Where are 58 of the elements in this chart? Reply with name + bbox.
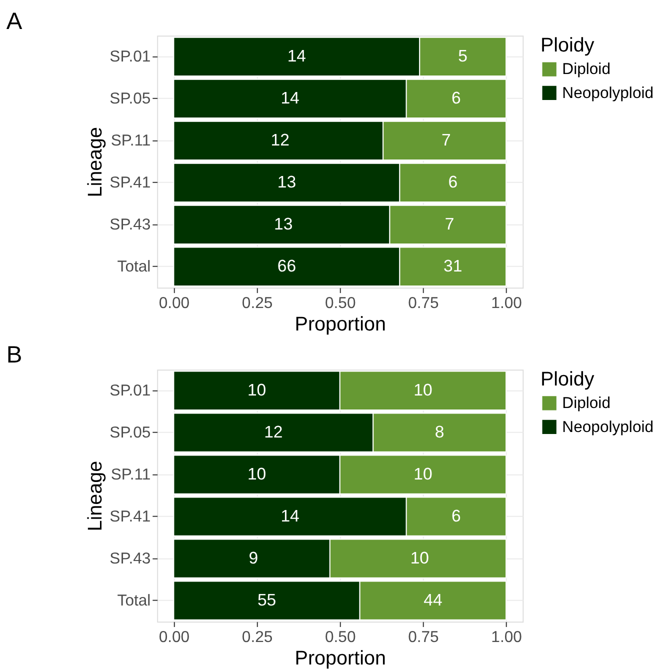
y-tick-label: Total [117,592,151,610]
annotation: 44 [424,590,442,610]
annotation: 14 [280,506,300,526]
annotation: 5 [458,46,468,66]
annotation: 66 [277,256,296,276]
x-axis-title: Proportion [294,314,386,336]
x-tick-label: 1.00 [491,628,522,646]
x-tick-label: 1.00 [491,294,522,312]
y-axis-title: Lineage [84,460,107,532]
legend-label: Diploid [562,395,610,412]
annotation: 7 [442,130,451,150]
y-tick-label: SP.05 [110,90,151,108]
y-tick-label: SP.01 [110,382,151,400]
annotation: 55 [257,590,276,610]
annotation: 12 [264,422,283,442]
legend-label: Neopolyploid [562,418,654,436]
x-axis-title: Proportion [294,648,386,670]
y-tick-label: Total [117,258,151,276]
legend-title: Ploidy [540,34,594,56]
y-tick-label: SP.11 [110,466,151,484]
y-tick-label: SP.41 [110,508,151,526]
annotation: 10 [247,380,266,400]
annotation: 14 [280,88,300,108]
annotation: 31 [444,256,462,276]
annotation: 9 [248,548,258,568]
legend-label: Neopolyploid [562,84,654,102]
y-tick-label: SP.11 [110,132,151,150]
y-tick-label: SP.05 [110,424,151,442]
y-axis-title: Lineage [84,126,107,198]
annotation: 14 [287,46,306,66]
annotation: 10 [414,380,432,400]
annotation: 13 [274,214,293,234]
x-tick-label: 0.50 [325,294,356,312]
annotation: 8 [434,422,444,442]
y-tick-label: SP.01 [110,48,151,66]
annotation: 12 [270,130,290,150]
annotation: 10 [247,464,266,484]
annotation: 6 [448,172,458,192]
legend-title: Ploidy [540,368,594,390]
legend-label: Diploid [562,61,610,78]
y-tick-label: SP.41 [110,174,151,192]
x-tick-label: 0.75 [408,294,440,312]
x-tick-label: 0.25 [242,294,273,312]
x-tick-label: 0.00 [158,628,190,646]
annotation: 6 [452,506,461,526]
chart-title: A [6,8,22,35]
annotation: 7 [444,214,454,234]
annotation: 6 [452,88,461,108]
y-tick-label: SP.43 [110,550,151,568]
x-tick-label: 0.25 [242,628,273,646]
annotation: 10 [410,548,429,568]
x-tick-label: 0.50 [325,628,356,646]
annotation: 13 [277,172,296,192]
y-tick-label: SP.43 [110,216,151,234]
x-tick-label: 0.75 [408,628,440,646]
annotation: 10 [414,464,432,484]
chart-title: B [6,342,22,369]
x-tick-label: 0.00 [158,294,190,312]
